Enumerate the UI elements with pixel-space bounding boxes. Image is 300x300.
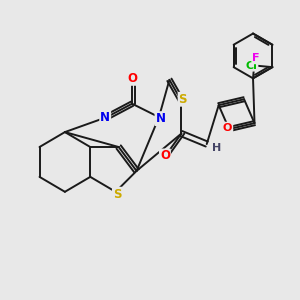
Text: Cl: Cl (246, 61, 257, 70)
Text: N: N (155, 112, 166, 125)
Text: N: N (100, 111, 110, 124)
Text: O: O (223, 123, 232, 133)
Text: S: S (178, 93, 187, 106)
Text: F: F (252, 53, 260, 63)
Text: S: S (113, 188, 122, 201)
Text: O: O (160, 149, 170, 163)
Text: O: O (127, 72, 137, 85)
Text: H: H (212, 142, 221, 153)
